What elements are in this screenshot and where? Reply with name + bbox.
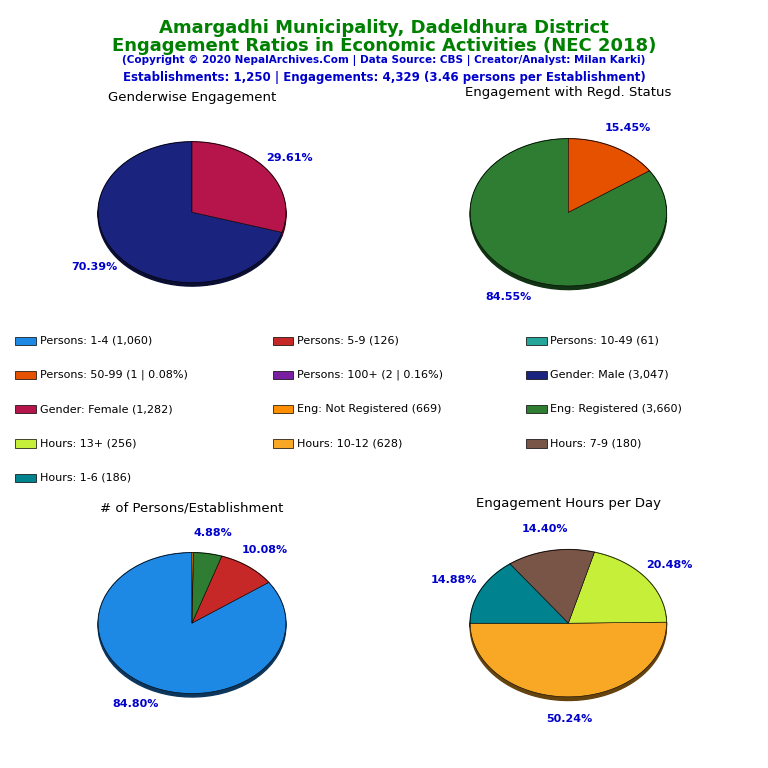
Text: Gender: Female (1,282): Gender: Female (1,282) <box>40 404 172 414</box>
Polygon shape <box>98 553 286 697</box>
Text: Amargadhi Municipality, Dadeldhura District: Amargadhi Municipality, Dadeldhura Distr… <box>159 19 609 37</box>
Text: 15.45%: 15.45% <box>604 123 651 133</box>
Bar <box>273 439 293 448</box>
Polygon shape <box>222 556 269 586</box>
Text: 70.39%: 70.39% <box>71 262 118 272</box>
Text: Eng: Registered (3,660): Eng: Registered (3,660) <box>550 404 682 414</box>
Text: Persons: 1-4 (1,060): Persons: 1-4 (1,060) <box>40 336 152 346</box>
Text: 84.55%: 84.55% <box>485 292 532 302</box>
Text: Persons: 10-49 (61): Persons: 10-49 (61) <box>550 336 659 346</box>
Text: Hours: 7-9 (180): Hours: 7-9 (180) <box>550 439 641 449</box>
Polygon shape <box>192 142 286 236</box>
Bar <box>273 406 293 413</box>
Bar <box>15 336 36 345</box>
Title: Engagement with Regd. Status: Engagement with Regd. Status <box>465 86 671 99</box>
Polygon shape <box>568 139 649 212</box>
Polygon shape <box>470 139 667 286</box>
Polygon shape <box>510 550 594 623</box>
Polygon shape <box>470 564 510 627</box>
Text: Hours: 1-6 (186): Hours: 1-6 (186) <box>40 473 131 483</box>
Text: 20.48%: 20.48% <box>646 560 693 570</box>
Polygon shape <box>470 622 667 697</box>
Polygon shape <box>594 552 667 626</box>
Text: 4.88%: 4.88% <box>193 528 232 538</box>
Text: 50.24%: 50.24% <box>546 714 592 724</box>
Text: Hours: 13+ (256): Hours: 13+ (256) <box>40 439 136 449</box>
Bar <box>15 371 36 379</box>
Polygon shape <box>470 139 667 290</box>
Bar <box>15 439 36 448</box>
Bar <box>15 406 36 413</box>
Polygon shape <box>192 553 194 556</box>
Bar <box>526 439 547 448</box>
Text: 14.40%: 14.40% <box>521 524 568 535</box>
Text: Persons: 5-9 (126): Persons: 5-9 (126) <box>296 336 399 346</box>
Polygon shape <box>192 142 286 233</box>
Polygon shape <box>98 553 286 694</box>
Polygon shape <box>470 622 667 700</box>
Polygon shape <box>568 139 649 174</box>
Text: Establishments: 1,250 | Engagements: 4,329 (3.46 persons per Establishment): Establishments: 1,250 | Engagements: 4,3… <box>123 71 645 84</box>
Polygon shape <box>98 142 282 286</box>
Text: Gender: Male (3,047): Gender: Male (3,047) <box>550 370 669 380</box>
Polygon shape <box>192 553 194 623</box>
Title: Genderwise Engagement: Genderwise Engagement <box>108 91 276 104</box>
Text: Persons: 50-99 (1 | 0.08%): Persons: 50-99 (1 | 0.08%) <box>40 369 187 380</box>
Polygon shape <box>510 550 594 568</box>
Polygon shape <box>98 142 282 283</box>
Title: Engagement Hours per Day: Engagement Hours per Day <box>476 497 660 510</box>
Text: (Copyright © 2020 NepalArchives.Com | Data Source: CBS | Creator/Analyst: Milan : (Copyright © 2020 NepalArchives.Com | Da… <box>122 55 646 66</box>
Text: Engagement Ratios in Economic Activities (NEC 2018): Engagement Ratios in Economic Activities… <box>112 37 656 55</box>
Polygon shape <box>470 564 568 623</box>
Bar <box>526 336 547 345</box>
Polygon shape <box>192 556 269 623</box>
Text: 10.08%: 10.08% <box>242 545 288 554</box>
Bar <box>273 336 293 345</box>
Polygon shape <box>194 553 222 560</box>
Text: 14.88%: 14.88% <box>431 575 478 585</box>
Text: 84.80%: 84.80% <box>113 700 159 710</box>
Bar <box>273 371 293 379</box>
Text: Persons: 100+ (2 | 0.16%): Persons: 100+ (2 | 0.16%) <box>296 369 443 380</box>
Bar <box>526 406 547 413</box>
Polygon shape <box>192 553 222 623</box>
Title: # of Persons/Establishment: # of Persons/Establishment <box>101 502 283 515</box>
Bar <box>15 474 36 482</box>
Bar <box>526 371 547 379</box>
Text: 29.61%: 29.61% <box>266 153 313 163</box>
Text: Eng: Not Registered (669): Eng: Not Registered (669) <box>296 404 442 414</box>
Polygon shape <box>568 552 667 623</box>
Text: Hours: 10-12 (628): Hours: 10-12 (628) <box>296 439 402 449</box>
